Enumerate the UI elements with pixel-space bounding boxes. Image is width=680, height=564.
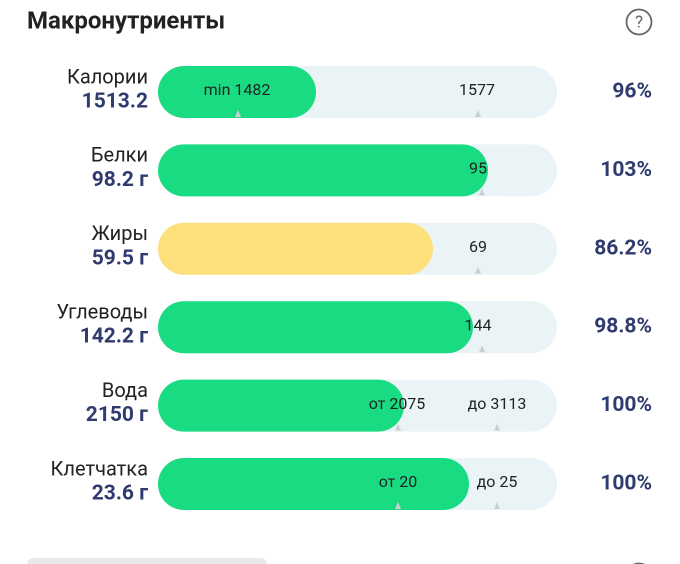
target-label: 69	[469, 237, 487, 256]
target-label: от 2075	[369, 394, 426, 413]
nutrient-amount: 23.6 г	[92, 482, 148, 506]
target-marker	[475, 110, 481, 117]
progress-fill	[158, 222, 433, 275]
target-marker	[395, 502, 401, 509]
target-marker	[395, 423, 401, 431]
percent: 96%	[612, 80, 652, 104]
target-label: 1577	[459, 80, 495, 99]
nutrient-name: Белки	[91, 143, 148, 167]
percent: 98.8%	[594, 315, 652, 339]
target-marker	[494, 502, 500, 509]
percent: 100%	[600, 393, 652, 417]
target-label: 144	[465, 315, 492, 334]
target-marker	[479, 188, 485, 196]
nutrient-amount: 59.5 г	[92, 246, 148, 270]
nutrient-amount: 2150 г	[86, 403, 148, 427]
nutrient-name: Углеводы	[57, 299, 149, 323]
help-button[interactable]: ?	[625, 8, 653, 36]
nutrient-name: Жиры	[92, 221, 148, 245]
nutrient-name: Клетчатка	[51, 456, 148, 480]
nutrient-amount: 98.2 г	[92, 168, 148, 192]
target-label: min 1482	[204, 80, 271, 99]
progress-fill	[158, 458, 469, 510]
percent: 100%	[600, 472, 652, 496]
percent: 86.2%	[594, 236, 652, 260]
help-glyph[interactable]: ?	[635, 12, 643, 32]
progress-fill	[158, 66, 316, 118]
next-section-title-cut	[27, 558, 267, 564]
nutrient-name: Вода	[102, 378, 148, 402]
target-marker	[475, 266, 481, 274]
target-label: 95	[469, 159, 487, 178]
section-title: Макронутриенты	[27, 6, 225, 34]
progress-fill	[158, 379, 404, 432]
help-icon[interactable]	[625, 8, 653, 36]
percent: 103%	[600, 158, 652, 182]
target-marker	[479, 345, 485, 353]
target-label: от 20	[379, 472, 418, 491]
target-marker	[235, 110, 241, 117]
progress-fill	[158, 144, 488, 197]
target-label: до 3113	[468, 394, 527, 413]
nutrient-amount: 142.2 г	[80, 325, 149, 349]
nutrient-amount: 1513.2	[82, 90, 148, 114]
nutrient-name: Калории	[67, 64, 148, 88]
target-marker	[494, 423, 500, 431]
target-label: до 25	[477, 472, 518, 491]
progress-fill	[158, 301, 473, 354]
